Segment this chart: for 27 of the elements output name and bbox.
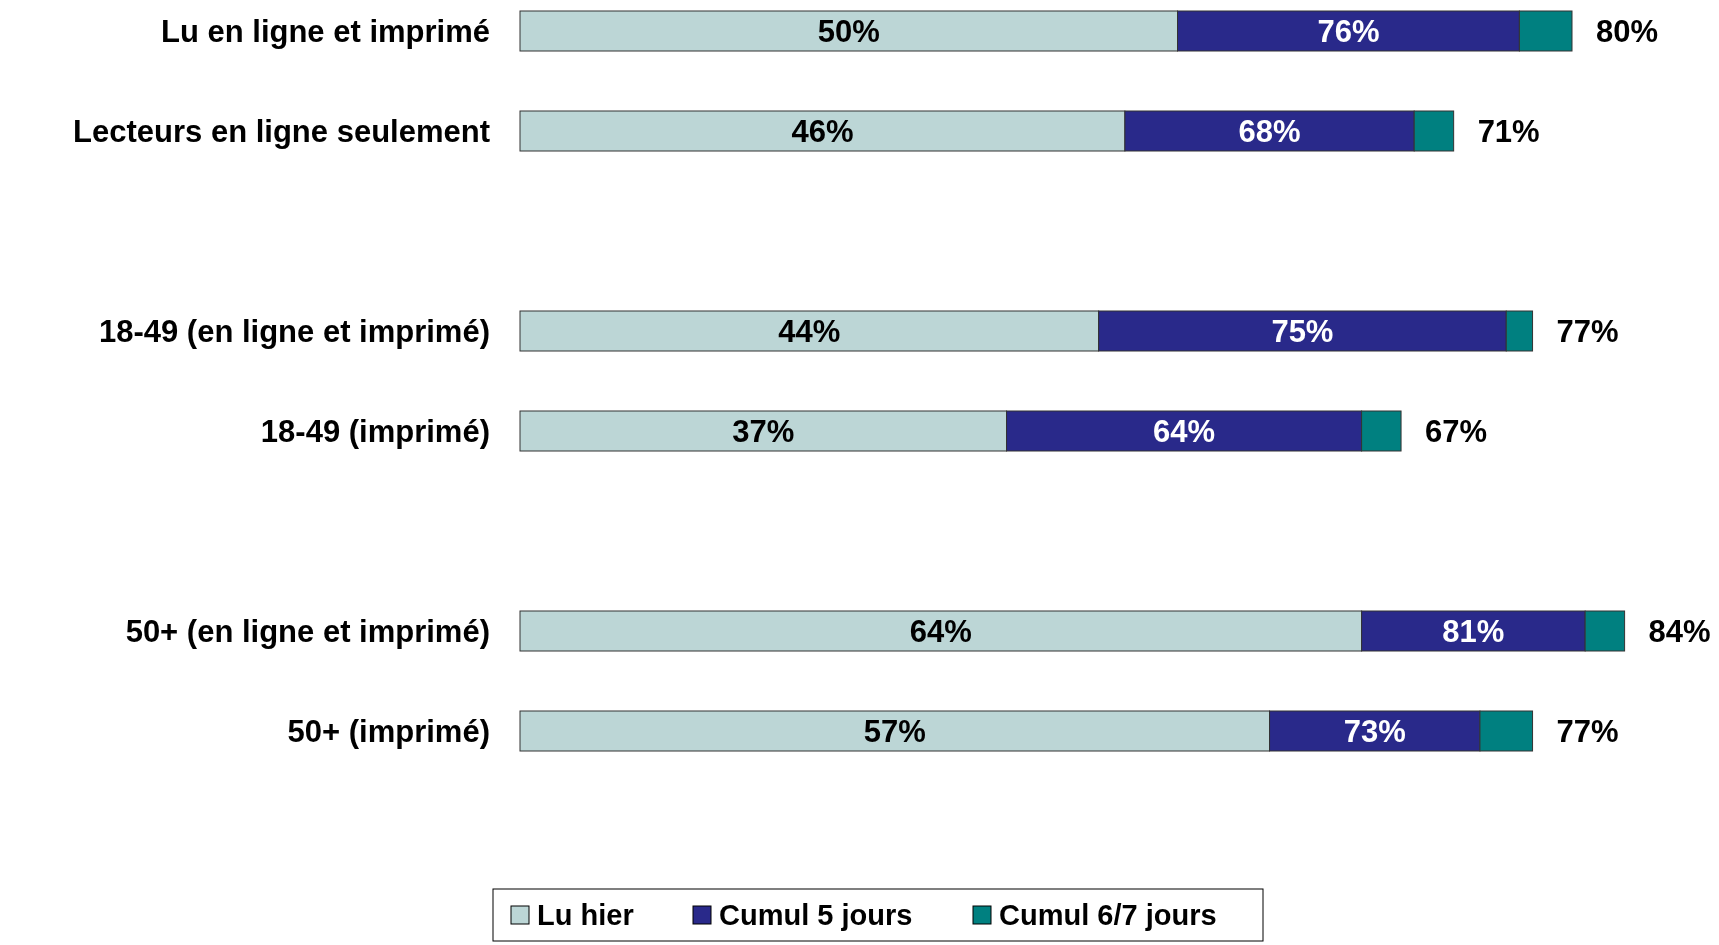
total-label: 71% (1477, 113, 1540, 149)
y-tick-label: 50+ (en ligne et imprimé) (125, 613, 490, 649)
annotation: 64% (1153, 413, 1216, 449)
y-tick-label: 18-49 (en ligne et imprimé) (98, 313, 490, 349)
data-label: 46% (791, 113, 854, 149)
legend-label: Cumul 6/7 jours (999, 899, 1217, 932)
y-tick-label: Lu en ligne et imprimé (161, 13, 490, 49)
data-label: 64% (909, 613, 972, 649)
total-label: 80% (1595, 13, 1659, 49)
y-tick-label: Lecteurs en ligne seulement (73, 113, 490, 149)
total-label: 77% (1556, 713, 1619, 749)
annotation: 73% (1343, 713, 1406, 749)
annotation: 76% (1317, 13, 1380, 49)
data-label: 44% (778, 313, 841, 349)
annotation: 81% (1442, 613, 1505, 649)
annotation: 75% (1271, 313, 1334, 349)
data-label: 50% (817, 13, 880, 49)
legend-label: Cumul 5 jours (719, 899, 913, 932)
total-label: 84% (1648, 613, 1711, 649)
y-tick-label: 18-49 (imprimé) (260, 413, 490, 449)
data-label: 37% (732, 413, 795, 449)
total-label: 77% (1556, 313, 1619, 349)
y-tick-label: 50+ (imprimé) (287, 713, 490, 749)
total-label: 67% (1425, 413, 1488, 449)
legend-label: Lu hier (537, 899, 634, 932)
annotation: 68% (1238, 113, 1301, 149)
data-label: 57% (863, 713, 926, 749)
